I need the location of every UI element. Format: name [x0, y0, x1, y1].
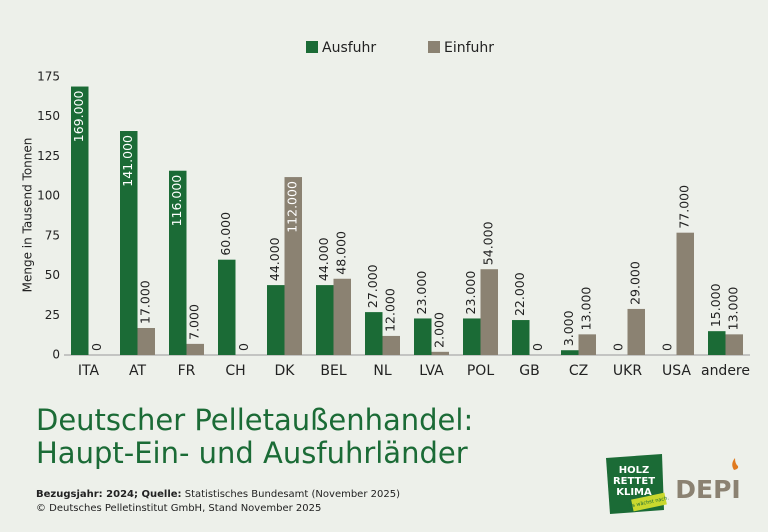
- title-line: Haupt-Ein- und Ausfuhrländer: [36, 436, 468, 470]
- x-tick-label: ITA: [78, 363, 100, 379]
- value-label: 0: [89, 343, 104, 351]
- y-tick-label: 0: [52, 348, 60, 362]
- value-label: 44.000: [316, 237, 331, 281]
- title-line: Deutscher Pelletaußenhandel:: [36, 403, 473, 437]
- value-label: 0: [236, 343, 251, 351]
- x-tick-label: UKR: [613, 363, 642, 379]
- value-label: 29.000: [628, 261, 643, 305]
- value-label: 7.000: [187, 304, 202, 340]
- value-label: 54.000: [481, 221, 496, 265]
- y-axis-label: Menge in Tausend Tonnen: [21, 138, 35, 293]
- value-label: 23.000: [414, 271, 429, 315]
- x-tick-label: USA: [662, 363, 691, 379]
- value-label: 116.000: [169, 175, 184, 227]
- y-tick-label: 175: [37, 70, 60, 84]
- reference: Bezugsjahr: 2024: [36, 489, 134, 500]
- legend-swatch: [306, 41, 318, 53]
- y-tick-label: 75: [45, 228, 60, 242]
- x-tick-label: FR: [178, 363, 196, 379]
- footer-copyright: © Deutsches Pelletinstitut GmbH, Stand N…: [36, 503, 321, 514]
- bar: [676, 232, 694, 355]
- bar: [414, 318, 432, 355]
- value-label: 27.000: [365, 264, 380, 308]
- x-tick-label: GB: [519, 363, 539, 379]
- bar: [284, 177, 302, 355]
- bar: [578, 334, 596, 355]
- bar: [627, 308, 645, 355]
- holz-logo: HOLZ RETTET KLIMA Es wächst nach.: [606, 454, 670, 514]
- y-tick-label: 25: [45, 308, 60, 322]
- bar: [169, 170, 187, 355]
- bar: [480, 269, 498, 355]
- depi-flame: [732, 458, 739, 470]
- x-tick-label: LVA: [419, 363, 444, 379]
- value-label: 141.000: [120, 135, 135, 187]
- y-tick-label: 125: [37, 149, 60, 163]
- value-label: 13.000: [579, 287, 594, 331]
- value-label: 2.000: [432, 312, 447, 348]
- x-tick-label: BEL: [320, 363, 346, 379]
- value-label: 44.000: [267, 237, 282, 281]
- logo-text: RETTET: [613, 476, 655, 487]
- y-tick-label: 50: [45, 268, 60, 282]
- value-label: 0: [530, 343, 545, 351]
- x-tick-label: CZ: [569, 363, 588, 379]
- x-tick-label: andere: [701, 363, 750, 379]
- source-label: Quelle:: [141, 489, 181, 500]
- bar: [708, 331, 726, 355]
- value-label: 0: [659, 343, 674, 351]
- footer-source: Bezugsjahr: 2024; Quelle: Statistisches …: [36, 489, 400, 500]
- legend-label: Ausfuhr: [322, 40, 376, 56]
- value-label: 0: [610, 343, 625, 351]
- bar: [333, 278, 351, 355]
- value-label: 112.000: [285, 181, 300, 233]
- legend-label: Einfuhr: [444, 40, 494, 56]
- bar: [71, 86, 89, 355]
- value-label: 17.000: [138, 280, 153, 324]
- source: Statistisches Bundesamt (November 2025): [185, 489, 400, 500]
- bar: [137, 327, 155, 355]
- x-tick-label: NL: [373, 363, 391, 379]
- bar: [267, 285, 285, 355]
- value-label: 77.000: [677, 185, 692, 229]
- bar: [512, 320, 530, 355]
- value-label: 22.000: [512, 272, 527, 316]
- value-label: 15.000: [708, 283, 723, 327]
- value-label: 13.000: [726, 287, 741, 331]
- value-label: 3.000: [561, 310, 576, 346]
- x-tick-label: POL: [467, 363, 494, 379]
- value-label: 169.000: [71, 90, 86, 142]
- logo-text: HOLZ: [619, 465, 650, 476]
- bar: [561, 350, 579, 355]
- y-tick-label: 150: [37, 109, 60, 123]
- value-label: 23.000: [463, 271, 478, 315]
- bar: [431, 351, 449, 355]
- logo-text: KLIMA: [616, 487, 652, 498]
- y-tick-label: 100: [37, 189, 60, 203]
- bar: [186, 343, 204, 355]
- bar: [382, 335, 400, 355]
- x-tick-label: AT: [129, 363, 146, 379]
- x-tick-label: CH: [225, 363, 245, 379]
- value-label: 48.000: [334, 231, 349, 275]
- bar: [463, 318, 481, 355]
- bar: [316, 285, 334, 355]
- legend-swatch: [428, 41, 440, 53]
- bar: [725, 334, 743, 355]
- value-label: 60.000: [218, 212, 233, 256]
- bar: [365, 312, 383, 355]
- value-label: 12.000: [383, 288, 398, 332]
- x-tick-label: DK: [275, 363, 296, 379]
- depi-logo: DEPI: [675, 475, 740, 504]
- bar: [120, 131, 138, 355]
- bar: [218, 259, 236, 355]
